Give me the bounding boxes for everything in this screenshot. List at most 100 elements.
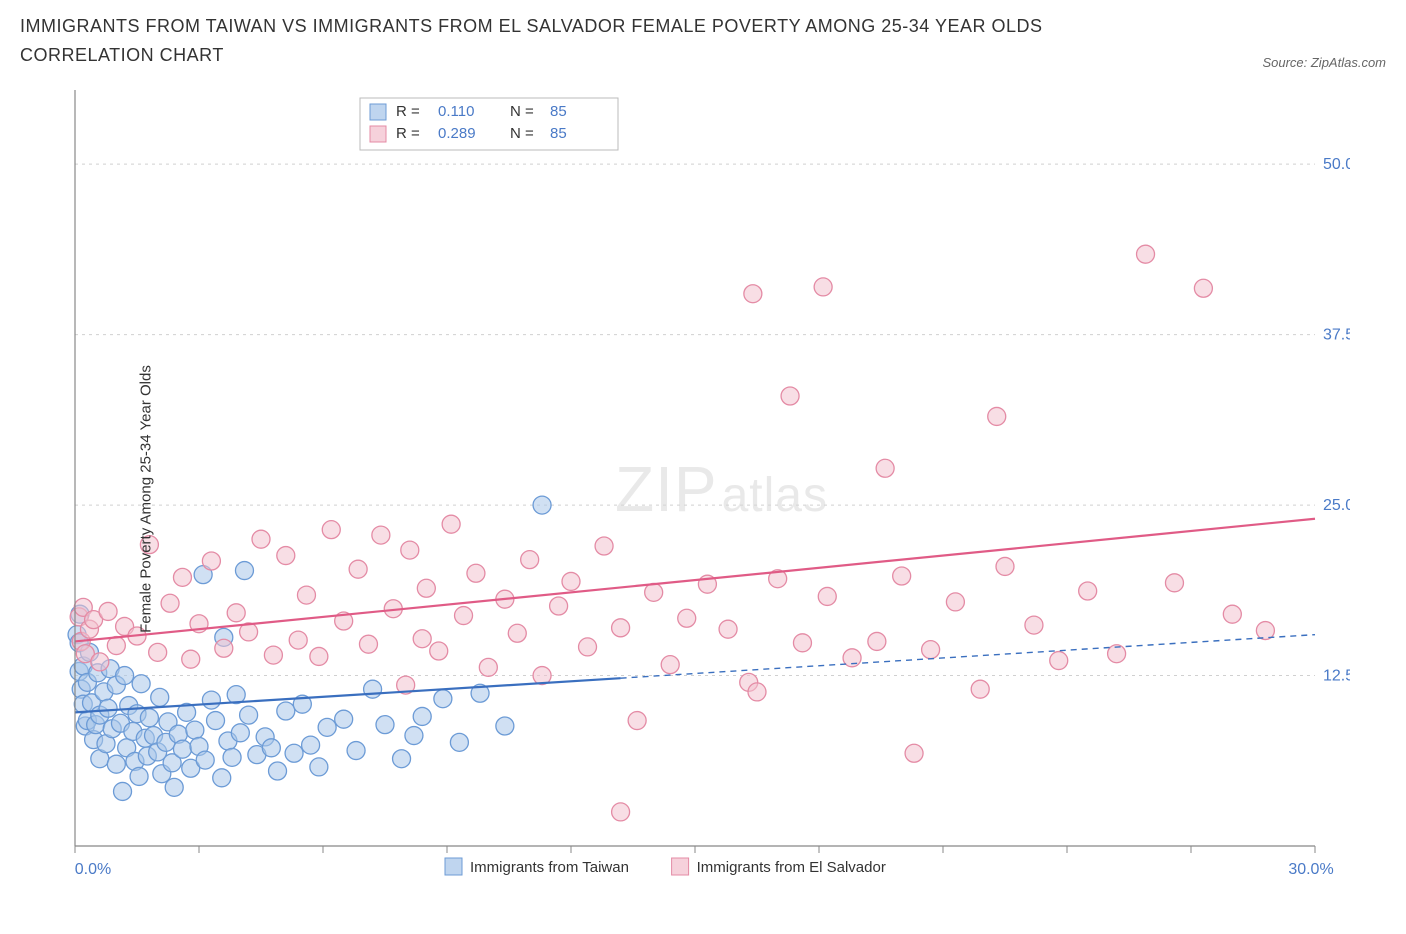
elsalvador-point — [876, 459, 894, 477]
elsalvador-point — [678, 609, 696, 627]
elsalvador-point — [161, 594, 179, 612]
elsalvador-point — [868, 632, 886, 650]
elsalvador-point — [988, 407, 1006, 425]
elsalvador-point — [508, 624, 526, 642]
correlation-scatter-chart: 12.5%25.0%37.5%50.0%ZIPatlas0.0%30.0%R =… — [20, 76, 1350, 922]
elsalvador-point — [645, 583, 663, 601]
bottom-legend-label: Immigrants from Taiwan — [470, 859, 629, 876]
taiwan-point — [318, 718, 336, 736]
taiwan-point — [413, 707, 431, 725]
legend-n-label: N = — [510, 103, 534, 120]
taiwan-point — [347, 741, 365, 759]
taiwan-point — [364, 680, 382, 698]
elsalvador-point — [1079, 582, 1097, 600]
elsalvador-point — [893, 567, 911, 585]
legend-swatch — [370, 126, 386, 142]
taiwan-point — [130, 767, 148, 785]
elsalvador-point — [1223, 605, 1241, 623]
elsalvador-point — [202, 552, 220, 570]
legend-n-label: N = — [510, 125, 534, 142]
legend-r-label: R = — [396, 103, 420, 120]
legend-r-value: 0.110 — [438, 103, 474, 120]
y-axis-label: Female Poverty Among 25-34 Year Olds — [137, 365, 154, 633]
elsalvador-point — [996, 557, 1014, 575]
elsalvador-point — [99, 602, 117, 620]
elsalvador-point — [744, 284, 762, 302]
elsalvador-point — [595, 537, 613, 555]
elsalvador-point — [277, 546, 295, 564]
elsalvador-point — [1137, 245, 1155, 263]
elsalvador-point — [455, 606, 473, 624]
elsalvador-point — [793, 633, 811, 651]
elsalvador-point — [173, 568, 191, 586]
elsalvador-point — [359, 635, 377, 653]
taiwan-point — [262, 738, 280, 756]
taiwan-point — [173, 740, 191, 758]
elsalvador-point — [612, 618, 630, 636]
elsalvador-point — [946, 593, 964, 611]
taiwan-point — [450, 733, 468, 751]
x-tick-label: 30.0% — [1288, 861, 1333, 878]
taiwan-point — [196, 751, 214, 769]
taiwan-point — [269, 762, 287, 780]
elsalvador-point — [719, 620, 737, 638]
taiwan-point — [99, 699, 117, 717]
elsalvador-point — [479, 658, 497, 676]
elsalvador-point — [430, 642, 448, 660]
taiwan-point — [132, 674, 150, 692]
taiwan-point — [107, 755, 125, 773]
taiwan-point — [376, 715, 394, 733]
taiwan-point — [114, 782, 132, 800]
bottom-legend-swatch — [445, 858, 462, 875]
elsalvador-point — [252, 530, 270, 548]
taiwan-point — [207, 711, 225, 729]
taiwan-point — [285, 744, 303, 762]
elsalvador-point — [349, 560, 367, 578]
taiwan-point — [202, 691, 220, 709]
elsalvador-point — [612, 803, 630, 821]
taiwan-point — [335, 710, 353, 728]
taiwan-point — [310, 758, 328, 776]
elsalvador-point — [149, 643, 167, 661]
taiwan-point — [496, 717, 514, 735]
bottom-legend-swatch — [672, 858, 689, 875]
elsalvador-point — [264, 646, 282, 664]
watermark: ZIPatlas — [615, 453, 828, 525]
taiwan-point — [235, 561, 253, 579]
taiwan-point — [434, 689, 452, 707]
chart-title: IMMIGRANTS FROM TAIWAN VS IMMIGRANTS FRO… — [20, 12, 1140, 70]
elsalvador-point — [322, 520, 340, 538]
taiwan-point — [277, 702, 295, 720]
y-tick-label: 50.0% — [1323, 156, 1350, 173]
y-tick-label: 37.5% — [1323, 326, 1350, 343]
elsalvador-point — [107, 636, 125, 654]
elsalvador-point — [215, 639, 233, 657]
elsalvador-point — [182, 650, 200, 668]
elsalvador-point — [310, 647, 328, 665]
elsalvador-point — [818, 587, 836, 605]
elsalvador-point — [1025, 616, 1043, 634]
elsalvador-point — [748, 683, 766, 701]
taiwan-point — [393, 749, 411, 767]
elsalvador-point — [661, 655, 679, 673]
elsalvador-point — [227, 603, 245, 621]
elsalvador-point — [442, 515, 460, 533]
elsalvador-point — [905, 744, 923, 762]
elsalvador-point — [401, 541, 419, 559]
taiwan-point — [116, 666, 134, 684]
elsalvador-point — [297, 586, 315, 604]
taiwan-point — [231, 723, 249, 741]
elsalvador-point — [372, 526, 390, 544]
taiwan-point — [533, 496, 551, 514]
legend-r-label: R = — [396, 125, 420, 142]
x-tick-label: 0.0% — [75, 861, 111, 878]
y-tick-label: 25.0% — [1323, 497, 1350, 514]
legend-n-value: 85 — [550, 125, 567, 142]
elsalvador-point — [521, 550, 539, 568]
elsalvador-point — [562, 572, 580, 590]
taiwan-trend-line-extrapolated — [621, 634, 1315, 678]
elsalvador-point — [289, 631, 307, 649]
legend-n-value: 85 — [550, 103, 567, 120]
elsalvador-point — [1050, 651, 1068, 669]
taiwan-point — [302, 736, 320, 754]
